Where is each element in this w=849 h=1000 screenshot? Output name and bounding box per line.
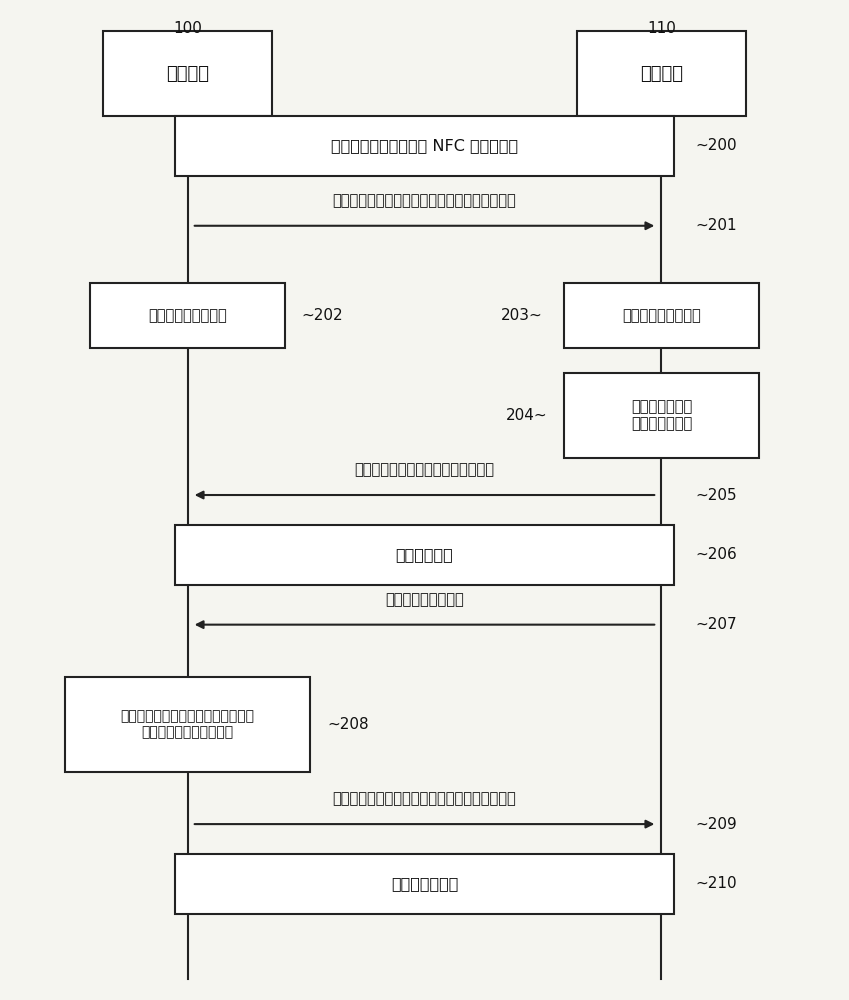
- Text: 110: 110: [647, 21, 676, 36]
- Text: 通过短距离通信连接: 通过短距离通信连接: [385, 592, 464, 607]
- Text: ~208: ~208: [327, 717, 368, 732]
- Text: 与第二设备的地址信息一起传递客户机地址列表: 与第二设备的地址信息一起传递客户机地址列表: [333, 791, 516, 806]
- Text: ~201: ~201: [695, 218, 737, 233]
- Text: ~207: ~207: [695, 617, 737, 632]
- Text: 尝试到找到的设备的短距离通信连接: 尝试到找到的设备的短距离通信连接: [355, 462, 494, 477]
- Text: 204~: 204~: [505, 408, 548, 423]
- Text: 搜索意欲建立到
其的连接的设备: 搜索意欲建立到 其的连接的设备: [631, 399, 692, 431]
- FancyBboxPatch shape: [175, 116, 674, 176]
- Text: 第二设备: 第二设备: [640, 65, 683, 83]
- Text: ~206: ~206: [695, 547, 737, 562]
- Text: 执行用于在设备之间的 NFC 设置的触摸: 执行用于在设备之间的 NFC 设置的触摸: [331, 138, 518, 153]
- Text: ~202: ~202: [301, 308, 344, 323]
- Text: ~205: ~205: [695, 488, 737, 503]
- Text: 203~: 203~: [501, 308, 543, 323]
- FancyBboxPatch shape: [90, 283, 285, 348]
- Text: 传递意欲传递的文件信息和第一设备的地址信息: 传递意欲传递的文件信息和第一设备的地址信息: [333, 193, 516, 208]
- FancyBboxPatch shape: [576, 31, 746, 116]
- Text: 第一设备: 第一设备: [166, 65, 209, 83]
- FancyBboxPatch shape: [103, 31, 273, 116]
- Text: 设置组拥有者: 设置组拥有者: [396, 547, 453, 562]
- Text: 100: 100: [173, 21, 202, 36]
- FancyBboxPatch shape: [564, 283, 759, 348]
- Text: 获取所连接的第二设备的地址信息，
并且产生客户机地址列表: 获取所连接的第二设备的地址信息， 并且产生客户机地址列表: [121, 709, 255, 739]
- Text: 启动短距离通信连接: 启动短距离通信连接: [622, 308, 700, 323]
- Text: ~209: ~209: [695, 817, 737, 832]
- Text: ~210: ~210: [695, 876, 737, 891]
- Text: ~200: ~200: [695, 138, 737, 153]
- Text: 启动短距离通信连接: 启动短距离通信连接: [149, 308, 227, 323]
- FancyBboxPatch shape: [564, 373, 759, 458]
- Text: 发送和接收数据: 发送和接收数据: [391, 876, 458, 891]
- FancyBboxPatch shape: [175, 854, 674, 914]
- FancyBboxPatch shape: [65, 677, 310, 772]
- FancyBboxPatch shape: [175, 525, 674, 585]
